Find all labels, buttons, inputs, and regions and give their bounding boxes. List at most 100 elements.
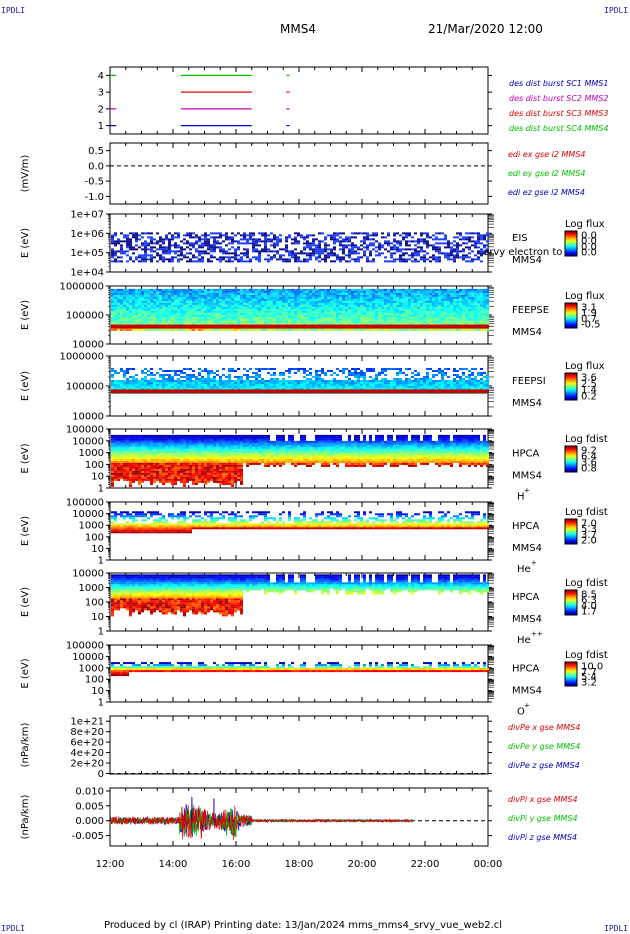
ytick-label: 1000 — [79, 521, 104, 532]
ytick-label: 8e+20 — [70, 727, 104, 738]
xtick-label: 18:00 — [285, 859, 314, 870]
colorbar-tick-label: 0.8 — [581, 464, 597, 475]
ytick-label: 1e+06 — [70, 229, 104, 240]
colorbar-title: Log fdist — [565, 578, 608, 589]
colorbar-title: Log flux — [565, 361, 605, 372]
ytick-label: 1e+21 — [70, 717, 104, 728]
y-axis-label: (mV/m) — [20, 155, 31, 193]
y-axis-label: (nPa/km) — [20, 723, 31, 768]
colorbar-tick-label: 6.4 — [581, 452, 597, 463]
ytick-label: 1 — [98, 556, 104, 567]
colorbar-gradient — [564, 589, 578, 616]
ytick-label: -0.5 — [84, 177, 104, 188]
footer-credits: Produced by cl (IRAP) Printing date: 13/… — [104, 920, 503, 931]
ytick-label: 100 — [85, 598, 104, 609]
instrument-label: EIS — [512, 233, 528, 244]
legend-entry: divPi z gse MMS4 — [508, 833, 577, 842]
panel-feepsi: 1000000 100000 10000 E (eV) Log flux3.62.51.… — [20, 352, 605, 423]
colorbar-tick-label: 1.4 — [581, 385, 597, 396]
instrument-label: HPCA — [512, 592, 540, 603]
colorbar-tick-label: 3.6 — [581, 458, 597, 469]
colorbar-gradient — [564, 372, 578, 401]
ytick-label: 1000 — [79, 448, 104, 459]
species-label: MMS4 — [512, 255, 542, 266]
spectrogram-cells — [111, 662, 489, 677]
ion-charge-label: ++ — [531, 630, 543, 638]
ytick-label: 100000 — [66, 425, 104, 436]
spectrogram-cells — [111, 288, 489, 331]
ytick-label: 1e+07 — [70, 210, 104, 221]
xtick-label: 16:00 — [222, 859, 251, 870]
colorbar-tick-label: 2.0 — [581, 536, 597, 547]
colorbar-tick-label: 0.2 — [581, 392, 597, 403]
colorbar-title: Log fdist — [565, 650, 608, 661]
ytick-label: 3 — [98, 88, 104, 99]
xtick-label: 00:00 — [474, 859, 503, 870]
colorbar-tick-label: 0.0 — [581, 231, 597, 242]
panel-feepse: 1000000 100000 10000 E (eV) Log flux3.11.90.… — [20, 282, 605, 351]
ytick-label: -1.0 — [84, 192, 104, 203]
ion-label: O — [517, 707, 525, 718]
panel-frame — [109, 715, 489, 775]
divpi-trace — [109, 802, 413, 841]
colorbar-gradient — [564, 445, 578, 473]
ytick-label: 10000 — [72, 652, 104, 663]
ytick-label: 1e+05 — [70, 248, 104, 259]
ion-charge-label: + — [524, 487, 530, 495]
colorbar-tick-label: 1.9 — [581, 308, 597, 319]
panel-divpi: 0.010 0.005 0.000 -0.005 (nPa/km) divPi x gse… — [20, 786, 578, 847]
colorbar-tick-label: 4.0 — [581, 601, 597, 612]
ytick-label: 2 — [98, 104, 104, 115]
ytick-label: 1 — [98, 121, 104, 132]
colorbar-title: Log flux — [565, 291, 605, 302]
ytick-label: 1 — [98, 484, 104, 495]
ytick-label: 4 — [98, 71, 104, 82]
date-title: 21/Mar/2020 12:00 — [428, 22, 543, 36]
spectrogram-cells — [111, 511, 489, 534]
ytick-label: 0.000 — [75, 816, 104, 827]
xtick-label: 14:00 — [159, 859, 188, 870]
panel-edi: 0.5 0.0 -0.5 -1.0 (mV/m) edi ex gse l2 MMS4 ed… — [20, 142, 586, 205]
xtick-label: 20:00 — [348, 859, 377, 870]
colorbar-tick-label: 5.3 — [581, 524, 597, 535]
y-axis-label: E (eV) — [20, 300, 31, 330]
spectrogram-cells — [111, 434, 489, 487]
species-label: MMS4 — [512, 398, 542, 409]
panel-frame — [109, 142, 489, 205]
y-axis-label: E (eV) — [20, 658, 31, 688]
instrument-label: HPCA — [512, 521, 540, 532]
ytick-label: 10000 — [72, 340, 104, 351]
legend-entry: des dist burst SC4 MMS4 — [509, 124, 608, 133]
y-axis-label: E (eV) — [20, 516, 31, 546]
panel-burst: 1 2 3 4 des dist burst SC1 MMS1 des dist burs… — [98, 66, 608, 135]
colorbar-tick-label: 5.4 — [581, 672, 597, 683]
ytick-label: 100 — [85, 532, 104, 543]
corner-label-tl: IPDLI — [1, 6, 26, 15]
y-axis-label: E (eV) — [20, 371, 31, 401]
colorbar-tick-label: 0.0 — [581, 242, 597, 253]
x-axis: 12:00 14:00 16:00 18:00 20:00 22:00 00:00 — [96, 859, 503, 870]
panel-frame — [109, 66, 489, 135]
instrument-label: HPCA — [512, 449, 540, 460]
colorbar-tick-label: 0.0 — [581, 248, 597, 259]
colorbar-gradient — [564, 230, 578, 257]
spectrogram-cells — [111, 232, 489, 263]
ion-charge-label: + — [531, 559, 537, 567]
ytick-label: 10 — [91, 472, 104, 483]
ytick-label: 100 — [85, 675, 104, 686]
colorbar-tick-label: 2.5 — [581, 379, 597, 390]
ytick-label: 10000 — [72, 436, 104, 447]
ytick-label: 100000 — [66, 311, 104, 322]
y-axis-label: E (eV) — [20, 443, 31, 473]
ytick-label: 100000 — [66, 641, 104, 652]
colorbar-tick-label: 7.0 — [581, 519, 597, 530]
